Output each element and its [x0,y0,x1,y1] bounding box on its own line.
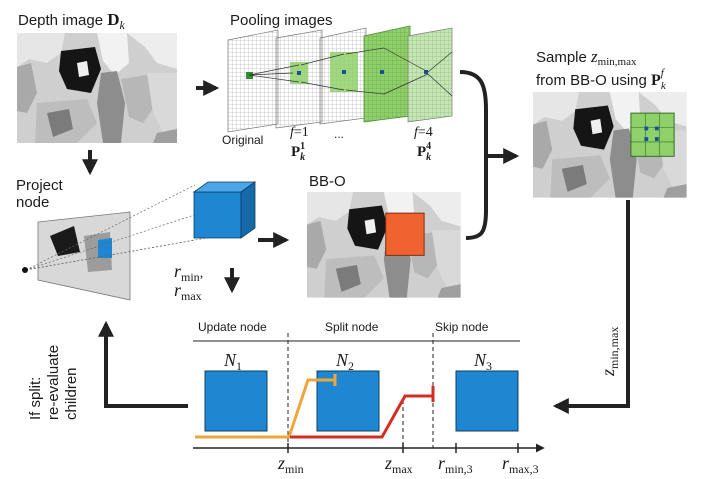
tick-zmin: zmin [277,453,304,476]
region-skip-label: Skip node [435,320,489,334]
node-n1: N1 [204,350,268,432]
arrow-z-down [552,200,630,414]
pool-level-1-label: f=1 Pk1 [290,125,309,163]
svg-text:Depth image Dk: Depth image Dk [18,10,126,32]
camera-origin [22,267,28,273]
node-cube [192,181,257,239]
reevaluate-label: If split: re-evaluate children [27,345,80,420]
svg-text:re-evaluate: re-evaluate [45,345,62,420]
depth-image-label: Depth image Dk [18,10,126,32]
pool-level-4-label: f=4 Pk4 [414,125,433,163]
z-min-max-side-label: zmin,max [598,327,621,377]
svg-text:N2: N2 [335,350,354,373]
pool-level-3 [363,25,411,123]
pooling-stack: Original ... f=1 Pk1 f=4 Pk4 [222,25,453,163]
bbo-label: BB-O [309,173,346,190]
region-labels: Update node Split node Skip node [198,320,489,334]
project-node-label: Project node [16,177,64,211]
region-split-label: Split node [325,320,379,334]
node-n3: N3 [455,350,519,432]
svg-text:f=4: f=4 [414,125,433,140]
tick-rmin3: rmin,3 [438,453,473,476]
axis-labels: zmin zmax rmin,3 rmax,3 [277,453,539,476]
depth-image [17,33,177,143]
sampled-depth-image [533,92,687,198]
svg-text:children: children [63,367,80,420]
svg-text:Project: Project [16,177,64,194]
projected-image [37,211,131,301]
pool-original [227,29,279,133]
tick-zmax: zmax [384,453,413,476]
pooling-projection-lines [248,47,453,97]
pooling-images-title: Pooling images [230,12,333,29]
pool-original-label: Original [222,133,263,147]
bbo-image [307,192,461,298]
pool-level-2 [319,27,367,125]
node-n2: N2 [316,350,380,432]
svg-text:N1: N1 [223,350,242,373]
red-profile [290,394,433,439]
svg-text:node: node [16,194,49,211]
r-min-max-label: rmin, rmax [174,261,203,303]
tick-rmax3: rmax,3 [502,453,539,476]
svg-text:N3: N3 [473,350,492,373]
orange-profile [195,378,335,439]
region-update-label: Update node [198,320,267,334]
axis-ticks [287,443,519,453]
merge-bracket [459,70,488,240]
pool-level-1 [275,29,323,129]
svg-text:rmin,: rmin, [174,261,203,284]
svg-text:Pk4: Pk4 [417,141,431,163]
pool-ellipsis: ... [334,127,344,141]
sample-label: Sample zmin,max from BB-O using Pkf [536,47,667,92]
svg-text:f=1: f=1 [290,125,309,140]
arrow-reevaluate [98,320,188,408]
svg-text:Pk1: Pk1 [291,141,305,163]
svg-text:rmax: rmax [174,280,202,303]
svg-text:If split:: If split: [27,377,44,420]
svg-text:Sample zmin,max: Sample zmin,max [536,47,637,68]
pool-level-4 [407,27,453,123]
svg-text:from BB-O using Pkf: from BB-O using Pkf [536,67,667,92]
